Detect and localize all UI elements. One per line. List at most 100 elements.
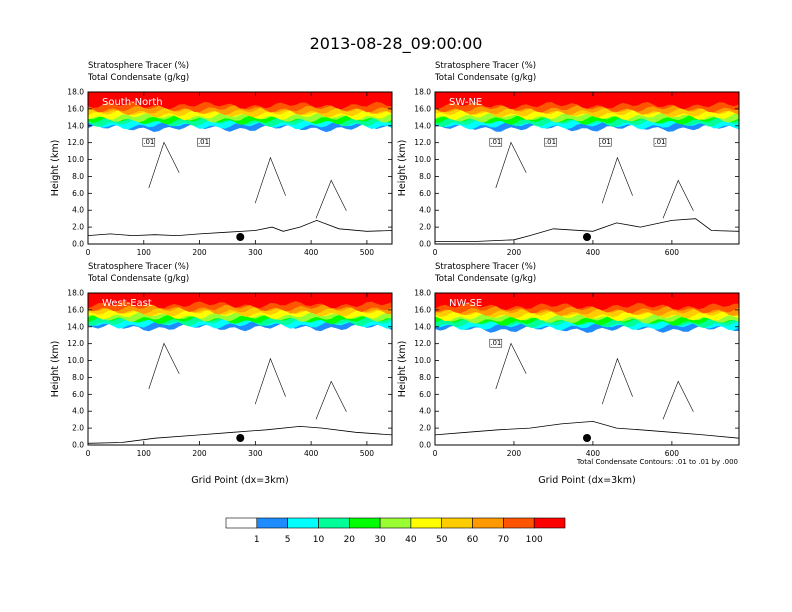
y-tick-label: 14.0 — [414, 322, 431, 331]
y-tick-label: 4.0 — [419, 206, 431, 215]
x-tick-label: 200 — [507, 248, 522, 257]
y-tick-label: 18.0 — [67, 88, 84, 97]
y-tick-label: 10.0 — [67, 356, 84, 365]
y-tick-label: 10.0 — [67, 155, 84, 164]
x-tick-label: 200 — [192, 449, 207, 458]
condensate-contour — [148, 141, 180, 189]
contour-label: .01 — [600, 138, 611, 146]
y-tick-label: 16.0 — [414, 104, 431, 113]
colorbar-label: 5 — [285, 535, 291, 545]
x-axis-label: Grid Point (dx=3km) — [538, 475, 635, 486]
panel-title-condensate: Total Condensate (g/kg) — [87, 73, 189, 83]
x-tick-label: 500 — [360, 248, 375, 257]
colorbar-swatch — [318, 517, 350, 529]
y-tick-label: 0.0 — [419, 441, 431, 450]
tracer-band-10 — [435, 293, 739, 311]
terrain-line — [435, 420, 739, 439]
y-tick-label: 12.0 — [67, 138, 84, 147]
x-tick-label: 300 — [248, 449, 263, 458]
panel-west-east: Stratosphere Tracer (%) Total Condensate … — [50, 262, 393, 486]
y-axis-label: Height (km) — [50, 341, 61, 398]
y-tick-label: 10.0 — [414, 155, 431, 164]
x-axis-label: Grid Point (dx=3km) — [191, 475, 288, 486]
y-tick-label: 2.0 — [419, 424, 431, 433]
y-tick-label: 8.0 — [72, 373, 84, 382]
contour-label-box — [489, 137, 503, 147]
panel-nw-se: Stratosphere Tracer (%) Total Condensate … — [397, 262, 740, 486]
colorbar-swatch — [287, 517, 319, 529]
y-tick-label: 4.0 — [72, 206, 84, 215]
panel-sw-ne: Stratosphere Tracer (%) Total Condensate … — [397, 61, 740, 257]
y-tick-label: 0.0 — [72, 240, 84, 249]
terrain-line — [88, 425, 392, 444]
y-tick-label: 2.0 — [419, 223, 431, 232]
y-tick-label: 6.0 — [419, 390, 431, 399]
condensate-contour — [662, 380, 694, 420]
y-tick-label: 16.0 — [414, 305, 431, 314]
colorbar-label: 1 — [254, 535, 260, 545]
condensate-contour — [662, 179, 694, 219]
panel-title-condensate: Total Condensate (g/kg) — [434, 274, 536, 284]
panel-title-condensate: Total Condensate (g/kg) — [434, 73, 536, 83]
y-tick-label: 18.0 — [67, 289, 84, 298]
y-tick-label: 14.0 — [414, 121, 431, 130]
colorbar-swatch — [348, 517, 381, 529]
location-marker — [236, 233, 245, 241]
contour-label-box — [142, 137, 156, 147]
colorbar-swatch — [472, 517, 504, 529]
condensate-contour — [495, 342, 527, 390]
terrain-line — [88, 219, 392, 237]
panel-label: West-East — [102, 298, 152, 309]
colorbar-swatch — [410, 517, 442, 529]
y-tick-label: 8.0 — [72, 172, 84, 181]
condensate-contour — [601, 357, 633, 405]
panel-title-tracer: Stratosphere Tracer (%) — [435, 262, 536, 272]
colorbar-label: 100 — [526, 535, 543, 545]
colorbar-swatch — [379, 517, 412, 529]
colorbar-swatch — [441, 517, 473, 529]
contour-label: .01 — [198, 138, 209, 146]
x-tick-label: 200 — [192, 248, 207, 257]
tracer-band-10 — [435, 92, 739, 110]
x-tick-label: 400 — [304, 449, 319, 458]
figure-title: 2013-08-28_09:00:00 — [310, 34, 483, 54]
colorbar-label: 10 — [313, 535, 325, 545]
condensate-contour — [315, 380, 347, 420]
condensate-contour — [148, 342, 180, 390]
contour-label-box — [197, 137, 210, 147]
x-tick-label: 600 — [665, 449, 680, 458]
condensate-contour — [254, 156, 286, 204]
panel-title-tracer: Stratosphere Tracer (%) — [88, 61, 189, 71]
colorbar-swatch — [533, 517, 566, 529]
contour-label: .01 — [654, 138, 665, 146]
plot-area: .01 .01 — [88, 92, 392, 244]
y-tick-label: 8.0 — [419, 373, 431, 382]
x-tick-label: 400 — [586, 449, 601, 458]
condensate-contour — [495, 141, 527, 189]
y-tick-label: 18.0 — [414, 289, 431, 298]
colorbar-label: 60 — [467, 535, 479, 545]
colorbar-label: 20 — [344, 535, 356, 545]
colorbar-label: 30 — [374, 535, 386, 545]
colorbar-swatch — [503, 517, 535, 529]
colorbar-label: 70 — [498, 535, 510, 545]
y-tick-label: 10.0 — [414, 356, 431, 365]
x-tick-label: 0 — [86, 248, 91, 257]
plot-area — [88, 293, 392, 445]
x-tick-label: 200 — [507, 449, 522, 458]
contour-label: .01 — [490, 339, 501, 347]
x-tick-label: 100 — [137, 248, 152, 257]
condensate-contour — [254, 357, 286, 405]
panel-title-tracer: Stratosphere Tracer (%) — [88, 262, 189, 272]
panel-label: South-North — [102, 97, 163, 108]
contour-footnote: Total Condensate Contours: .01 to .01 by… — [576, 458, 738, 466]
y-tick-label: 16.0 — [67, 305, 84, 314]
x-tick-label: 400 — [586, 248, 601, 257]
y-tick-label: 2.0 — [72, 424, 84, 433]
y-axis-label: Height (km) — [397, 140, 408, 197]
location-marker — [236, 434, 245, 442]
panel-label: NW-SE — [449, 298, 482, 309]
colorbar-swatch — [225, 517, 258, 529]
y-tick-label: 6.0 — [72, 189, 84, 198]
